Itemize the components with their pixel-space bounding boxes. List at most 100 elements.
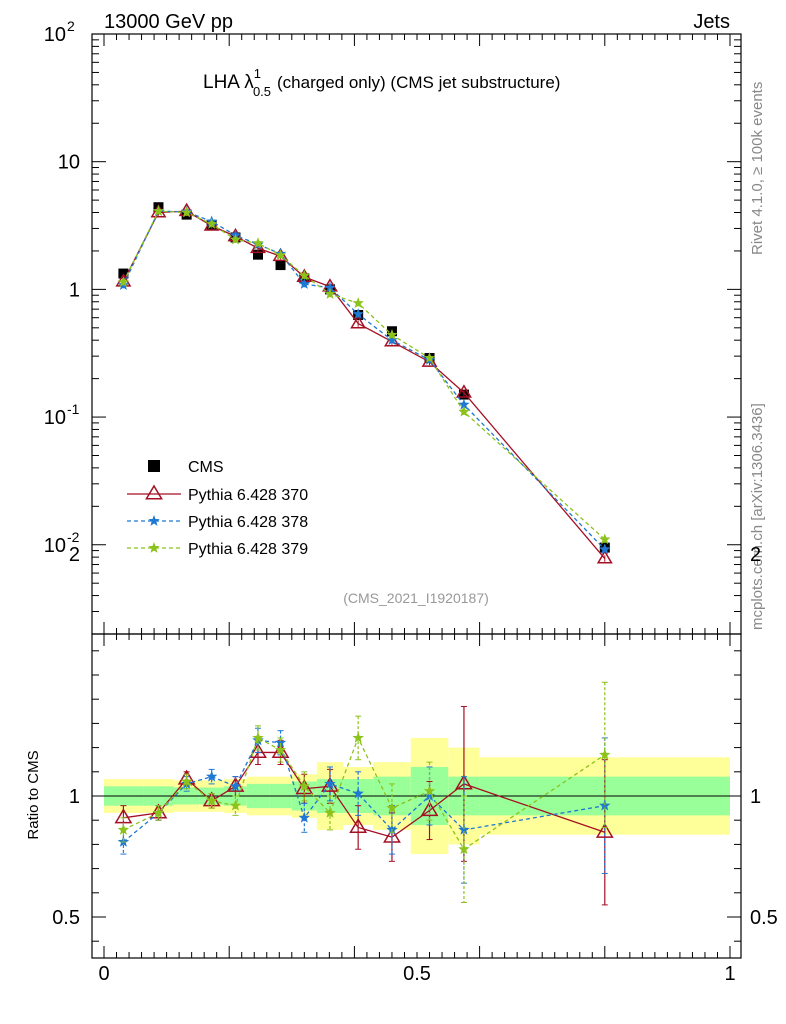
ratio-point-3-2 bbox=[180, 775, 193, 787]
header-left: 13000 GeV pp bbox=[104, 11, 233, 33]
ratio-point-2-3 bbox=[206, 770, 218, 782]
ratio-point-3-9 bbox=[352, 731, 364, 743]
ratio-point-3-8 bbox=[324, 806, 336, 818]
y-tick-label: 1 bbox=[69, 279, 80, 301]
mc-point-3-1 bbox=[152, 205, 165, 216]
ratio-point-3-1 bbox=[152, 806, 165, 818]
y-tick-label: 10 bbox=[58, 152, 80, 174]
ratio-point-1-9 bbox=[349, 817, 368, 834]
ratio-point-2-12 bbox=[458, 823, 470, 835]
ratio-y-tick-label: 0.5 bbox=[52, 907, 80, 929]
mc-point-3-7 bbox=[298, 269, 310, 281]
x-tick-label: 0 bbox=[98, 963, 109, 985]
mc-point-3-13 bbox=[599, 533, 611, 545]
mc-point-3-0 bbox=[117, 276, 130, 287]
y-tick-label-exp: -2 bbox=[67, 529, 80, 545]
ratio-point-1-6 bbox=[271, 742, 290, 758]
x-tick-label: 1 bbox=[724, 963, 735, 985]
y-tick-label-exp: -1 bbox=[67, 401, 80, 417]
main-panel-series bbox=[115, 202, 613, 564]
ratio-point-2-9 bbox=[352, 787, 364, 799]
mc-point-2-12 bbox=[458, 398, 470, 410]
y-tick-label: 10 bbox=[44, 535, 66, 557]
series-line-1 bbox=[122, 210, 606, 559]
y-tick-label: 10 bbox=[44, 407, 66, 429]
legend-label-1: Pythia 6.428 370 bbox=[188, 487, 308, 504]
ratio-point-3-6 bbox=[274, 744, 287, 755]
ratio-point-3-10 bbox=[386, 802, 398, 813]
header-right: Jets bbox=[693, 11, 730, 33]
ratio-point-3-11 bbox=[423, 785, 436, 796]
ratio-point-3-7 bbox=[298, 780, 310, 792]
ratio-point-1-0 bbox=[114, 808, 133, 824]
ratio-point-2-4 bbox=[229, 780, 242, 792]
plot-title: LHA λ1 0.5 (charged only) (CMS jet substru… bbox=[203, 66, 560, 99]
x-tick-label: 0.5 bbox=[403, 963, 431, 985]
mc-point-3-6 bbox=[274, 249, 287, 261]
mc-point-2-7 bbox=[298, 278, 310, 289]
ratio-ylabel: Ratio to CMS bbox=[25, 750, 42, 839]
side-label-bottom: mcplots.cern.ch [arXiv:1306.3436] bbox=[749, 403, 766, 630]
legend-marker-2 bbox=[148, 515, 160, 526]
legend-label-2: Pythia 6.428 378 bbox=[188, 514, 308, 531]
mc-point-1-12 bbox=[455, 384, 472, 398]
mc-point-2-9 bbox=[352, 308, 364, 319]
data-point-5 bbox=[252, 249, 263, 260]
mc-point-3-9 bbox=[352, 297, 364, 308]
ratio-point-3-5 bbox=[252, 731, 264, 743]
ratio-point-3-13 bbox=[599, 748, 611, 760]
mc-point-1-5 bbox=[250, 239, 266, 254]
title-sup: 1 bbox=[254, 66, 261, 81]
mc-point-3-3 bbox=[206, 218, 218, 229]
ratio-point-2-7 bbox=[298, 811, 310, 823]
ratio-line-3 bbox=[123, 736, 606, 851]
mc-point-3-11 bbox=[423, 352, 436, 363]
legend: CMS Pythia 6.428 370 Pythia 6.428 378 Pythi… bbox=[127, 459, 308, 558]
ratio-point-2-11 bbox=[423, 790, 436, 801]
mc-point-1-9 bbox=[350, 315, 367, 329]
y-tick-label-exp: 2 bbox=[67, 18, 75, 34]
series-line-3 bbox=[122, 210, 606, 540]
mc-point-3-2 bbox=[180, 206, 193, 218]
title-rest: (charged only) (CMS jet substructure) bbox=[277, 73, 560, 92]
ratio-y-tick-label: 2 bbox=[69, 544, 80, 566]
ratio-point-3-12 bbox=[458, 843, 470, 855]
mc-point-3-4 bbox=[229, 233, 242, 245]
ratio-y-tick-label-right: 0.5 bbox=[750, 907, 778, 929]
ratio-point-1-13 bbox=[595, 822, 614, 838]
ratio-point-1-5 bbox=[249, 742, 267, 758]
title-main: LHA λ bbox=[203, 72, 254, 93]
legend-marker-3 bbox=[148, 542, 160, 553]
ratio-y-tick-label-right: 1 bbox=[750, 786, 761, 808]
ratio-y-tick-label: 1 bbox=[69, 786, 80, 808]
mc-point-2-13 bbox=[599, 543, 611, 555]
ratio-point-3-3 bbox=[206, 794, 218, 806]
mc-point-1-3 bbox=[203, 217, 220, 231]
mc-point-2-10 bbox=[386, 334, 398, 345]
ratio-point-3-4 bbox=[229, 799, 242, 811]
y-tick-label: 10 bbox=[44, 24, 66, 46]
ratio-panel-series bbox=[114, 681, 614, 906]
title-sub: 0.5 bbox=[253, 84, 271, 99]
mc-point-2-8 bbox=[324, 281, 336, 293]
analysis-id: (CMS_2021_I1920187) bbox=[343, 590, 489, 606]
mc-point-1-13 bbox=[596, 550, 613, 564]
mc-point-3-12 bbox=[458, 405, 470, 417]
mc-point-1-11 bbox=[421, 353, 438, 367]
legend-label-3: Pythia 6.428 379 bbox=[188, 541, 308, 558]
mc-point-3-5 bbox=[252, 237, 264, 248]
legend-marker-1 bbox=[145, 484, 163, 500]
side-label-top: Rivet 4.1.0, ≥ 100k events bbox=[749, 82, 766, 255]
mc-point-3-8 bbox=[324, 288, 336, 299]
series-line-2 bbox=[122, 210, 606, 550]
data-point-6 bbox=[275, 260, 286, 271]
ratio-point-3-0 bbox=[117, 823, 130, 835]
ratio-point-1-11 bbox=[420, 801, 439, 817]
mc-point-3-10 bbox=[386, 328, 398, 340]
legend-label-0: CMS bbox=[188, 459, 224, 476]
ratio-point-2-0 bbox=[117, 836, 130, 847]
ratio-point-2-8 bbox=[324, 777, 336, 789]
ratio-point-2-6 bbox=[274, 736, 287, 748]
